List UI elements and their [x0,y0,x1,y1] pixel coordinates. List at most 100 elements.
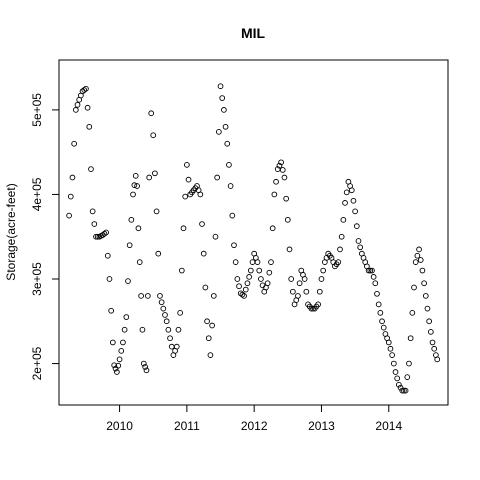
data-point [104,252,111,259]
data-point [254,259,261,265]
data-point [271,191,278,198]
data-point [72,107,79,113]
data-point [296,280,303,287]
data-point [136,259,143,265]
data-point [241,293,247,299]
data-point [182,193,189,200]
data-point [242,286,249,293]
data-point [140,360,147,367]
data-point [417,257,424,263]
data-point [74,101,81,108]
data-point [214,174,221,181]
data-point [69,174,76,181]
data-point [231,242,237,249]
data-point [396,381,402,388]
data-point [426,318,433,325]
data-point [81,87,88,93]
y-tick-label: 3e+05 [30,262,44,296]
data-point [224,140,231,147]
x-tick-label: 2013 [308,419,335,433]
data-point [353,223,360,230]
data-point [365,267,372,274]
data-point [394,375,401,382]
data-point [404,374,411,380]
data-point [318,276,325,282]
data-point [278,159,284,166]
data-point [153,208,160,215]
data-point [108,307,115,314]
data-point [301,276,308,282]
data-point [247,267,254,274]
data-point [116,356,123,363]
data-point [340,216,347,223]
data-point [111,362,118,369]
data-point [288,276,295,282]
data-point [227,183,234,189]
data-point [407,335,414,342]
x-tick-label: 2014 [375,419,402,433]
data-point [429,339,436,346]
data-point [266,269,273,276]
data-point [155,250,162,257]
data-point [374,290,380,297]
data-point [232,259,239,265]
x-axis: 2010 2011 2012 2013 2014 [106,404,402,433]
data-point [234,276,241,282]
data-point [207,352,214,358]
data-point [128,216,135,223]
data-point [123,314,130,320]
data-point [67,193,74,200]
data-point [352,208,358,215]
data-point [184,162,190,168]
data-point [414,252,421,259]
data-point [101,230,108,237]
x-tick-label: 2010 [106,419,133,433]
data-point [279,167,286,173]
data-point [402,387,409,394]
data-point [229,212,236,219]
data-point [158,299,165,306]
data-point [431,345,438,352]
data-point [276,162,283,169]
data-point [115,362,122,369]
data-point [385,339,392,346]
data-point [209,322,215,329]
data-point [125,278,131,284]
data-point [392,369,399,375]
data-point [338,233,345,240]
data-point [421,280,427,287]
data-point [84,104,91,111]
data-point [212,233,219,240]
data-point [221,107,227,113]
data-point [419,267,426,274]
data-point [205,335,212,342]
data-point [139,326,146,333]
data-point [222,123,229,130]
data-point [132,172,139,179]
data-point [283,195,289,202]
data-point [335,259,342,265]
data-point [379,318,385,325]
data-point [219,95,226,101]
data-point [355,238,362,244]
data-point [416,246,422,253]
data-point [146,174,153,181]
data-point [215,129,222,135]
data-point [434,356,441,363]
data-point [106,276,113,282]
data-point [350,197,357,204]
y-axis: 2e+05 3e+05 4e+05 5e+05 [30,93,60,380]
data-point [372,280,379,287]
data-point [406,360,412,367]
data-point [357,244,364,251]
data-point [94,233,101,240]
data-point [390,360,397,367]
data-point [152,170,158,177]
data-point [387,345,394,352]
y-tick-label: 2e+05 [30,346,44,380]
data-point [411,284,417,291]
data-point [86,123,93,130]
data-point [175,326,182,333]
data-point [83,85,89,92]
